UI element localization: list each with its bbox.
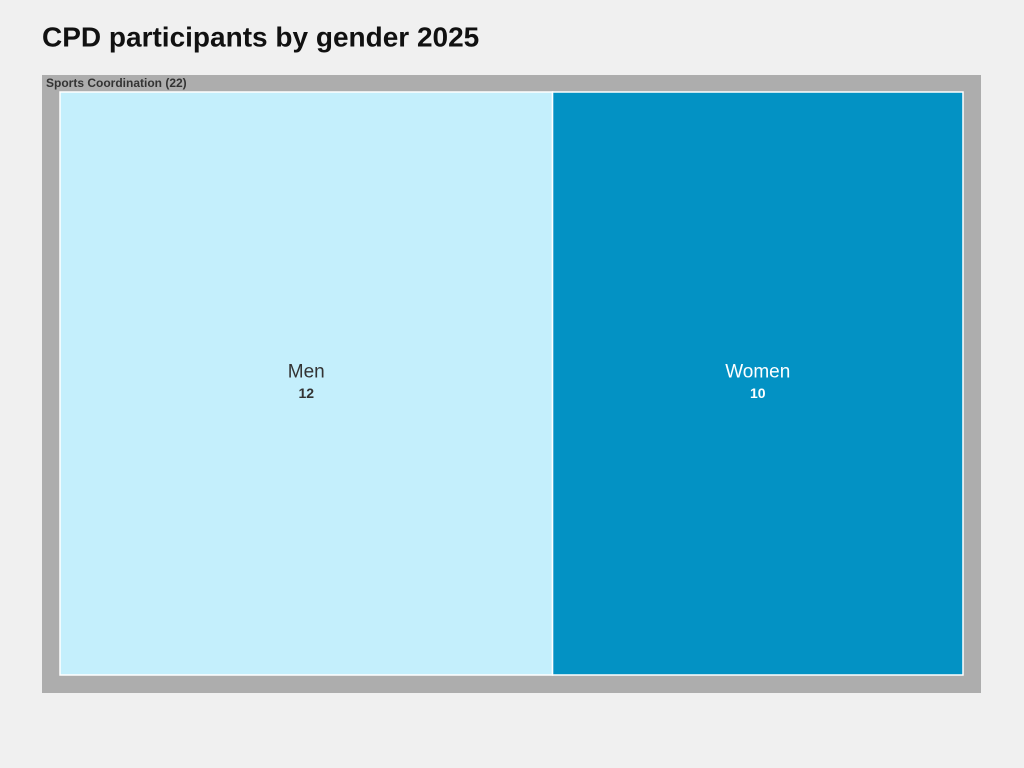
- group-label: Sports Coordination (22): [46, 76, 187, 90]
- treemap-cell: [551, 91, 964, 676]
- cell-label: Men: [288, 362, 325, 383]
- cell-value: 10: [750, 385, 766, 401]
- treemap-cell: [59, 91, 554, 676]
- cell-label: Women: [725, 362, 790, 383]
- chart-title: CPD participants by gender 2025: [42, 21, 479, 52]
- cell-value: 12: [298, 385, 314, 401]
